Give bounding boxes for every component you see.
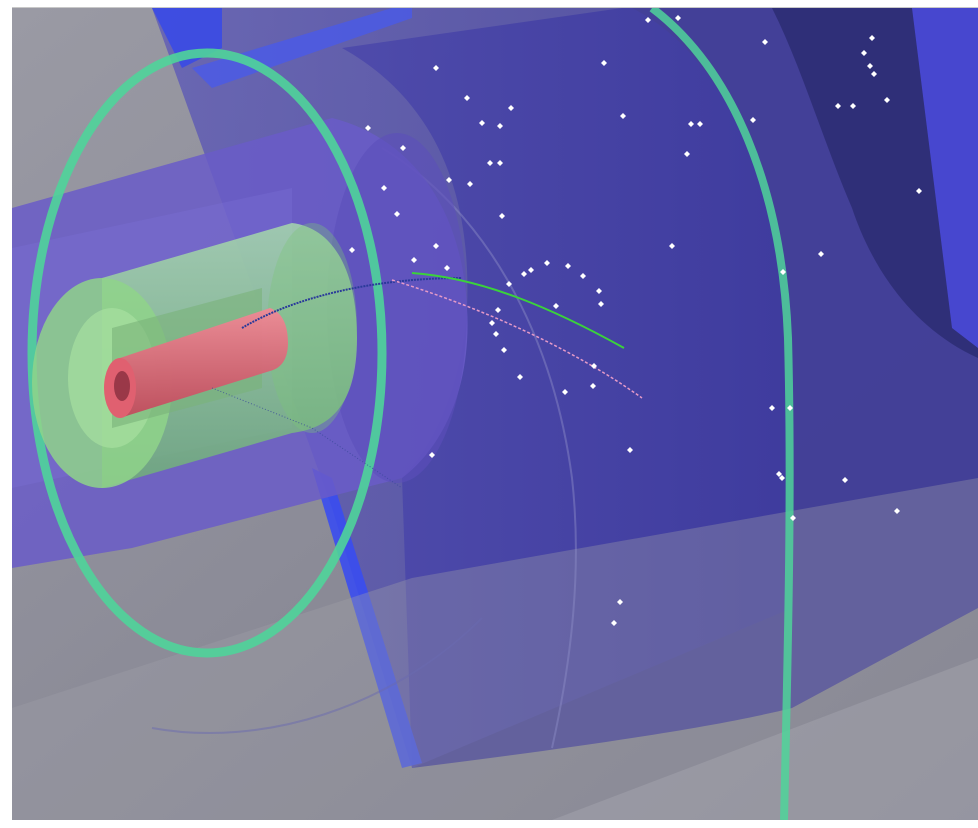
hit-marker [479, 120, 485, 126]
hit-marker [411, 257, 417, 263]
hit-marker [394, 211, 400, 217]
hit-marker [489, 320, 495, 326]
3d-detector-viewport[interactable] [12, 8, 978, 820]
hit-marker [850, 103, 856, 109]
hit-marker [433, 243, 439, 249]
hit-marker [620, 113, 626, 119]
hit-marker [499, 213, 505, 219]
hit-marker [769, 405, 775, 411]
hit-marker [884, 97, 890, 103]
hit-marker [750, 117, 756, 123]
hit-marker [521, 271, 527, 277]
hit-marker [464, 95, 470, 101]
pixel-bore [114, 371, 130, 401]
top-blue-bar-2 [192, 8, 412, 88]
hit-marker [493, 331, 499, 337]
track-green [411, 272, 625, 349]
hit-marker [349, 247, 355, 253]
trt-right-face [267, 223, 357, 433]
pixel-detector [120, 308, 288, 418]
hit-marker [508, 105, 514, 111]
hit-marker [617, 599, 623, 605]
hit-marker [506, 281, 512, 287]
hit-marker [867, 63, 873, 69]
hit-marker [916, 188, 922, 194]
hit-marker [365, 125, 371, 131]
hit-marker [596, 288, 602, 294]
track-blue [241, 277, 463, 329]
hit-marker [627, 447, 633, 453]
hit-marker [835, 103, 841, 109]
window-left-border [0, 0, 12, 828]
calorimeter-hits [349, 15, 922, 626]
hit-marker [842, 477, 848, 483]
hadronic-calorimeter-outer-shell [912, 8, 978, 348]
hit-marker [776, 471, 782, 477]
hit-marker [611, 620, 617, 626]
hit-marker [444, 265, 450, 271]
hit-marker [501, 347, 507, 353]
hit-marker [446, 177, 452, 183]
muon-chamber-arc-2 [151, 617, 483, 734]
hit-marker [861, 50, 867, 56]
hit-marker [495, 307, 501, 313]
hit-marker [675, 15, 681, 21]
hit-marker [528, 267, 534, 273]
hit-marker [779, 475, 785, 481]
hit-marker [787, 405, 793, 411]
muon-chamber-arc [381, 147, 577, 749]
hit-marker [598, 301, 604, 307]
tracker-ring-left [27, 48, 387, 658]
hit-marker [467, 181, 473, 187]
hit-marker [688, 121, 694, 127]
outer-tracker-ring [649, 8, 794, 820]
window-top-border [0, 0, 978, 8]
floor-plane-2 [552, 658, 978, 820]
hit-marker [381, 185, 387, 191]
hit-marker [497, 123, 503, 129]
hit-marker [487, 160, 493, 166]
hit-marker [429, 452, 435, 458]
track-pink [391, 279, 643, 399]
hit-marker [645, 17, 651, 23]
hit-marker [601, 60, 607, 66]
hit-marker [553, 303, 559, 309]
hit-marker [517, 374, 523, 380]
hit-marker [790, 515, 796, 521]
hit-marker [762, 39, 768, 45]
hit-marker [565, 263, 571, 269]
hit-marker [871, 71, 877, 77]
hit-marker [580, 273, 586, 279]
hit-marker [590, 383, 596, 389]
window-bottom-border [0, 820, 978, 828]
hit-marker [697, 121, 703, 127]
hit-marker [544, 260, 550, 266]
hit-marker [869, 35, 875, 41]
hit-marker [894, 508, 900, 514]
hit-marker [433, 65, 439, 71]
hit-marker [400, 145, 406, 151]
hit-marker [669, 243, 675, 249]
hit-marker [818, 251, 824, 257]
hit-marker [562, 389, 568, 395]
floor-plane [12, 478, 978, 820]
hit-marker [591, 363, 597, 369]
hit-marker [684, 151, 690, 157]
hit-marker [780, 269, 786, 275]
detector-scene[interactable] [12, 8, 978, 820]
hit-marker [497, 160, 503, 166]
